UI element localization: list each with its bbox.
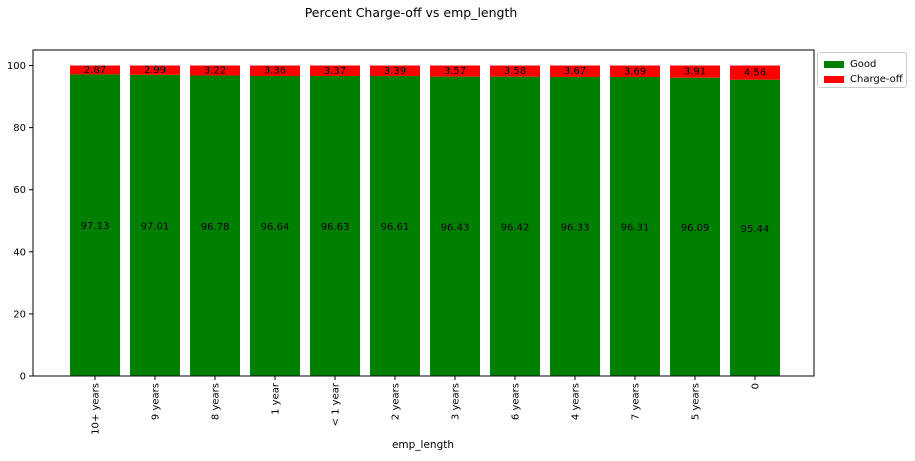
data-label-good-5: 96.61: [381, 222, 410, 233]
bar-good-11: [730, 79, 780, 377]
bar-good-4: [310, 75, 360, 377]
data-label-good-2: 96.78: [201, 222, 230, 233]
bar-good-2: [190, 75, 240, 376]
x-tick-label-3: 1 year: [271, 382, 282, 415]
x-axis-label: emp_length: [392, 439, 454, 451]
legend-swatch-charge-off: [824, 75, 844, 83]
y-tick-label-2: 40: [13, 247, 26, 258]
bar-good-8: [550, 76, 600, 377]
bar-charge-off-8: [550, 65, 600, 77]
x-tick-label-7: 6 years: [511, 383, 522, 420]
data-label-charge-off-8: 3.67: [564, 66, 586, 77]
data-label-charge-off-2: 3.22: [204, 66, 226, 77]
bar-good-1: [130, 74, 180, 377]
bar-charge-off-1: [130, 65, 180, 75]
data-label-good-11: 95.44: [741, 224, 770, 235]
bar-good-10: [670, 77, 720, 377]
data-label-charge-off-4: 3.37: [324, 66, 346, 77]
x-tick-label-9: 7 years: [631, 383, 642, 420]
y-tick-label-5: 100: [7, 61, 26, 72]
bar-charge-off-7: [490, 65, 540, 77]
data-label-good-1: 97.01: [141, 221, 170, 232]
plot-area-frame: [32, 49, 815, 377]
data-label-good-10: 96.09: [681, 223, 710, 234]
data-label-good-4: 96.63: [321, 222, 350, 233]
data-label-charge-off-0: 2.87: [84, 65, 106, 76]
y-tick-label-4: 80: [13, 123, 26, 134]
x-tick-label-10: 5 years: [691, 383, 702, 420]
data-label-good-6: 96.43: [441, 222, 470, 233]
bar-charge-off-6: [430, 65, 480, 77]
data-label-charge-off-7: 3.58: [504, 66, 526, 77]
data-label-good-8: 96.33: [561, 222, 590, 233]
bar-good-7: [490, 76, 540, 376]
x-tick-label-4: < 1 year: [331, 382, 342, 426]
legend-entry-good: Good: [824, 57, 876, 71]
x-tick-label-6: 3 years: [451, 383, 462, 420]
x-tick-label-2: 8 years: [211, 383, 222, 420]
bar-charge-off-10: [670, 65, 720, 78]
data-label-charge-off-5: 3.39: [384, 66, 406, 77]
data-label-good-0: 97.13: [81, 221, 110, 232]
data-label-charge-off-6: 3.57: [444, 66, 466, 77]
y-tick-label-0: 0: [20, 372, 26, 383]
chart-title: Percent Charge-off vs emp_length: [305, 5, 518, 20]
bar-charge-off-9: [610, 65, 660, 77]
data-label-good-3: 96.64: [261, 222, 290, 233]
bar-good-0: [70, 74, 120, 376]
data-label-charge-off-1: 2.99: [144, 65, 166, 76]
bar-charge-off-2: [190, 65, 240, 76]
bar-charge-off-5: [370, 65, 420, 77]
bar-good-6: [430, 76, 480, 376]
data-label-good-7: 96.42: [501, 222, 530, 233]
legend-entry-charge-off: Charge-off: [824, 72, 903, 86]
bar-good-5: [370, 76, 420, 376]
data-label-charge-off-11: 4.56: [744, 68, 766, 79]
x-tick-label-5: 2 years: [391, 383, 402, 420]
legend-label-good: Good: [850, 58, 877, 70]
x-tick-label-11: 0: [751, 383, 762, 389]
legend: Good Charge-off: [817, 52, 907, 88]
bar-charge-off-11: [730, 65, 780, 80]
bar-good-3: [250, 75, 300, 376]
y-tick-label-1: 20: [13, 309, 26, 320]
y-tick-label-3: 60: [13, 185, 26, 196]
bar-charge-off-0: [70, 65, 120, 75]
x-tick-label-8: 4 years: [571, 383, 582, 420]
bar-good-9: [610, 76, 660, 376]
bar-charge-off-3: [250, 65, 300, 76]
data-label-charge-off-9: 3.69: [624, 66, 646, 77]
data-label-charge-off-3: 3.36: [264, 66, 286, 77]
legend-swatch-good: [824, 60, 844, 68]
legend-label-charge-off: Charge-off: [850, 73, 903, 85]
data-label-good-9: 96.31: [621, 222, 650, 233]
bar-charge-off-4: [310, 65, 360, 76]
data-label-charge-off-10: 3.91: [684, 67, 706, 78]
x-tick-label-0: 10+ years: [91, 383, 102, 435]
x-tick-label-1: 9 years: [151, 383, 162, 420]
